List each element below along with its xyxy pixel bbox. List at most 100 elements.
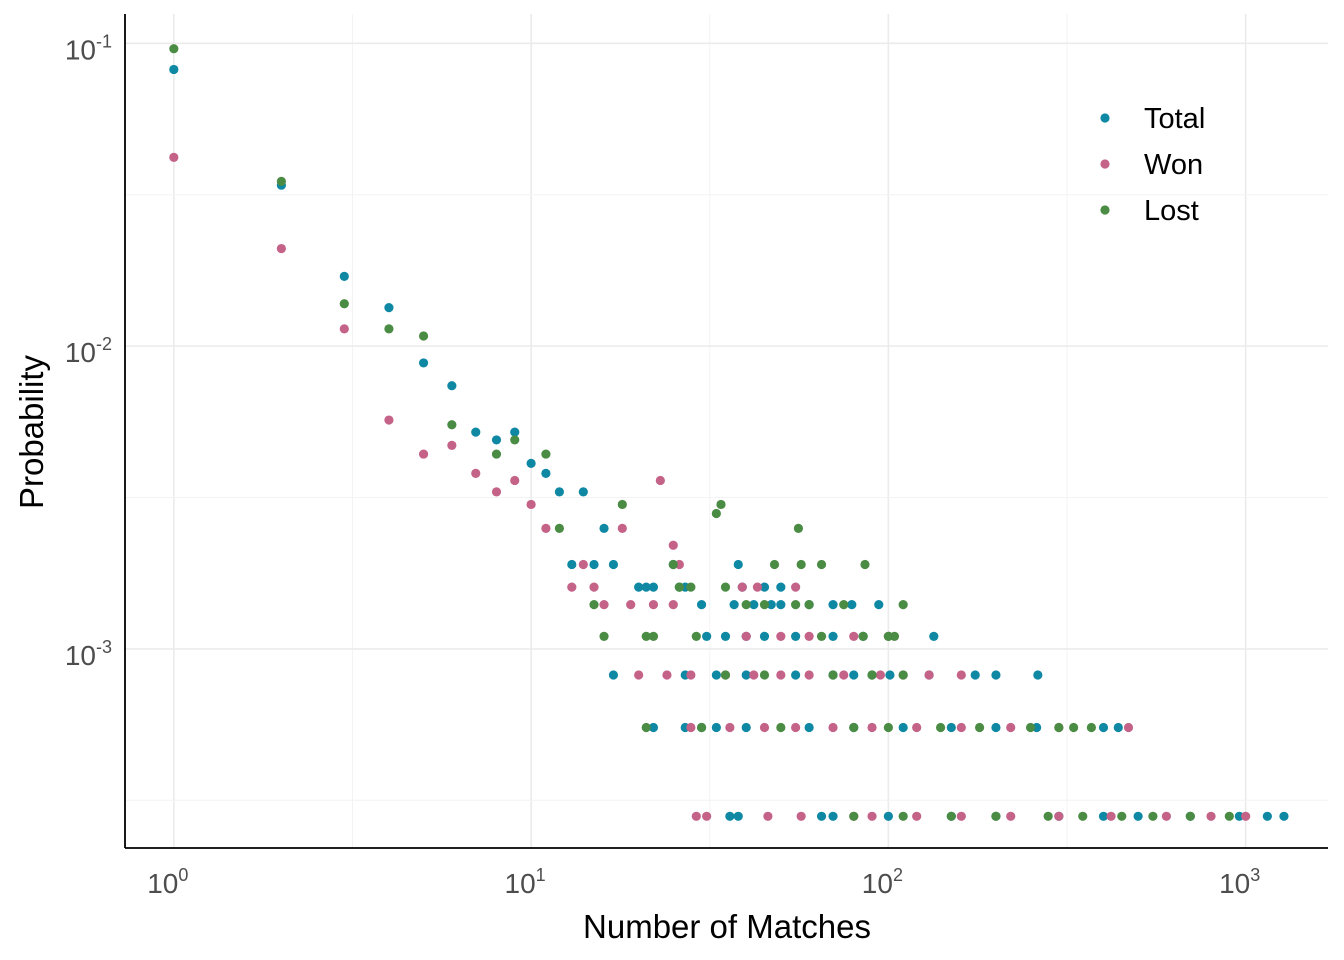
data-point: [1086, 722, 1096, 733]
data-point: [1185, 811, 1195, 821]
data-point: [991, 670, 1001, 680]
data-point: [541, 449, 551, 459]
data-point: [599, 523, 609, 534]
data-point: [541, 523, 551, 534]
data-point: [447, 440, 457, 450]
data-points: [169, 44, 1289, 821]
legend-label: Won: [1144, 149, 1203, 181]
data-point: [716, 499, 726, 510]
data-point: [776, 670, 786, 680]
data-point: [1113, 722, 1123, 733]
data-point: [828, 670, 838, 680]
data-point: [702, 811, 712, 821]
data-point: [867, 670, 877, 680]
data-point: [1106, 811, 1116, 821]
data-point: [874, 600, 884, 610]
data-point: [759, 582, 770, 592]
data-point: [898, 722, 908, 733]
data-point: [749, 670, 759, 680]
data-point: [912, 811, 922, 821]
data-point: [711, 508, 721, 519]
x-tick-labels: 100 101 102 103: [147, 865, 1260, 899]
data-point: [875, 670, 886, 680]
data-point: [804, 722, 814, 733]
data-point: [169, 44, 179, 54]
data-point: [662, 670, 672, 680]
data-point: [733, 559, 743, 570]
data-point: [974, 722, 985, 733]
data-point: [1043, 811, 1053, 821]
data-point: [668, 540, 678, 550]
data-point: [1262, 811, 1272, 821]
data-point: [617, 523, 627, 534]
data-point: [898, 600, 908, 610]
x-tick-label: 103: [1219, 865, 1260, 899]
data-point: [691, 811, 701, 821]
legend-label: Total: [1144, 103, 1205, 135]
data-point: [1025, 722, 1036, 733]
series-lost: [169, 44, 1234, 821]
data-point: [169, 152, 179, 163]
y-tick-label: 10-1: [65, 31, 112, 65]
data-point: [648, 582, 659, 592]
data-point: [589, 559, 599, 570]
legend-key: [1100, 113, 1110, 123]
data-point: [898, 670, 908, 680]
data-point: [791, 631, 801, 641]
data-point: [828, 722, 838, 733]
data-point: [791, 670, 801, 680]
data-point: [804, 600, 814, 610]
data-point: [418, 358, 429, 368]
data-point: [839, 600, 849, 610]
y-tick-label: 10-2: [65, 334, 112, 368]
data-point: [1098, 811, 1109, 821]
data-point: [867, 811, 877, 821]
data-point: [384, 324, 394, 334]
data-point: [169, 64, 179, 75]
data-point: [1006, 722, 1016, 733]
data-point: [711, 722, 721, 733]
data-point: [849, 722, 859, 733]
data-point: [447, 381, 457, 391]
data-point: [729, 600, 739, 610]
data-point: [510, 427, 520, 437]
data-point: [447, 420, 457, 430]
data-point: [541, 468, 551, 478]
y-tick-labels: 10-1 10-2 10-3: [65, 31, 112, 671]
data-point: [752, 582, 763, 592]
data-point: [702, 631, 712, 641]
data-point: [816, 631, 827, 641]
data-point: [589, 600, 599, 610]
data-point: [567, 559, 577, 570]
data-point: [759, 631, 770, 641]
data-point: [725, 811, 735, 821]
data-point: [956, 722, 966, 733]
legend-key: [1100, 159, 1110, 169]
data-point: [889, 631, 900, 641]
data-point: [776, 600, 786, 610]
data-point: [674, 582, 684, 592]
x-tick-label: 102: [862, 865, 903, 899]
data-point: [776, 582, 786, 592]
data-point: [599, 600, 609, 610]
data-point: [741, 722, 751, 733]
data-point: [668, 559, 678, 570]
data-point: [885, 670, 895, 680]
data-point: [1161, 811, 1171, 821]
data-point: [849, 670, 859, 680]
data-point: [1069, 722, 1079, 733]
data-point: [648, 631, 659, 641]
data-point: [711, 670, 721, 680]
x-axis-title: Number of Matches: [583, 908, 871, 945]
data-point: [883, 811, 893, 821]
grid: [125, 14, 1328, 848]
data-point: [1279, 811, 1289, 821]
data-point: [970, 670, 980, 680]
data-point: [491, 435, 502, 445]
data-point: [749, 600, 759, 610]
data-point: [766, 600, 776, 610]
data-point: [339, 324, 349, 334]
data-point: [339, 271, 349, 281]
data-point: [741, 600, 751, 610]
